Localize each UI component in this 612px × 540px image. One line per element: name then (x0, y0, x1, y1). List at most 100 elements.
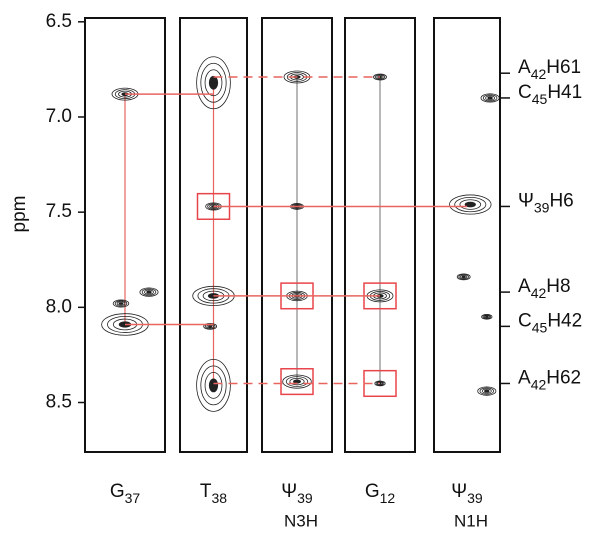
label-name: Ψ (518, 190, 534, 211)
label-name: G (110, 481, 125, 502)
peak (203, 322, 218, 330)
assignment-label: Ψ39H6 (518, 190, 574, 215)
contour (464, 201, 476, 208)
label-name: G (365, 481, 380, 502)
contour (479, 387, 495, 395)
contour (203, 322, 218, 330)
peak (456, 273, 471, 281)
peak (481, 314, 493, 320)
contour (482, 94, 498, 102)
strip-frame (433, 17, 501, 453)
contour (208, 378, 219, 393)
contour (459, 199, 482, 210)
contour (208, 325, 213, 328)
assignment-label: C45H42 (518, 310, 582, 335)
label-name: A (518, 276, 531, 297)
label-atom: H41 (547, 82, 582, 103)
y-axis-label: ppm (9, 196, 30, 233)
contour (481, 388, 492, 394)
contour (477, 386, 497, 396)
strip-label: G37 (110, 481, 141, 506)
contour (485, 315, 489, 318)
label-subscript: 37 (125, 490, 141, 506)
contour (485, 95, 496, 101)
contour (116, 301, 126, 306)
contour (204, 371, 223, 399)
contour (289, 377, 305, 386)
peak-box (280, 368, 314, 396)
assignment-label: A42H8 (518, 276, 571, 301)
assignment-label: A42H61 (518, 57, 581, 82)
strip-atom: N1H (454, 511, 488, 530)
contour (454, 196, 487, 213)
label-name: Ψ (451, 481, 467, 502)
y-tick-label: 7.5 (46, 201, 72, 222)
contour (200, 62, 227, 103)
contour (141, 288, 157, 296)
contour (374, 380, 386, 387)
label-subscript: 45 (532, 91, 548, 107)
label-subscript: 39 (297, 490, 313, 506)
contour (375, 381, 385, 386)
contour (204, 69, 223, 97)
label-name: A (518, 367, 531, 388)
contour (285, 376, 309, 387)
strip-frame (261, 17, 333, 453)
contour (146, 290, 152, 294)
peak (282, 374, 312, 389)
contour (482, 314, 492, 320)
contour (460, 274, 468, 279)
label-subscript: 39 (467, 490, 483, 506)
contour (458, 274, 469, 280)
contour (374, 74, 386, 80)
label-name: A (518, 57, 531, 78)
peak (112, 299, 130, 308)
label-name: C (518, 310, 532, 331)
label-subscript: 42 (531, 376, 547, 392)
label-subscript: 39 (534, 199, 550, 215)
y-tick-label: 8.5 (46, 392, 72, 413)
strip-frame (344, 17, 416, 453)
contour (449, 194, 492, 215)
label-subscript: 12 (380, 490, 396, 506)
label-name: C (518, 82, 532, 103)
contour (112, 299, 130, 308)
assignment-label: C45H41 (518, 82, 582, 107)
contour (481, 314, 493, 320)
label-name: T (200, 481, 212, 502)
contour (376, 75, 384, 79)
contour (376, 381, 383, 386)
label-atom: H61 (546, 57, 581, 78)
peak (139, 287, 159, 297)
peak (449, 194, 492, 215)
contour (483, 315, 490, 319)
peak (196, 358, 231, 412)
y-tick-label: 8.0 (46, 296, 72, 317)
label-subscript: 42 (531, 285, 547, 301)
label-atom: H8 (546, 276, 570, 297)
contour (196, 56, 231, 110)
y-tick-label: 7.0 (46, 106, 72, 127)
label-atom: H6 (549, 190, 573, 211)
strip-atom: N3H (284, 511, 318, 530)
label-name: Ψ (281, 481, 297, 502)
y-tick-label: 6.5 (46, 11, 72, 32)
contour (487, 96, 493, 100)
label-subscript: 42 (531, 66, 547, 82)
strip-label: G12 (365, 481, 396, 506)
strip-label: Ψ39 (281, 481, 313, 506)
peak (477, 386, 497, 396)
contour (373, 73, 387, 81)
contour (461, 275, 466, 279)
contour (484, 389, 490, 393)
contour (208, 75, 219, 90)
contour (456, 273, 471, 281)
strip-label: T38 (200, 481, 227, 506)
strip-frame (84, 17, 166, 453)
contour (139, 287, 159, 297)
label-subscript: 38 (212, 490, 228, 506)
contour (196, 358, 231, 412)
contour (282, 374, 312, 389)
label-atom: H42 (547, 310, 582, 331)
